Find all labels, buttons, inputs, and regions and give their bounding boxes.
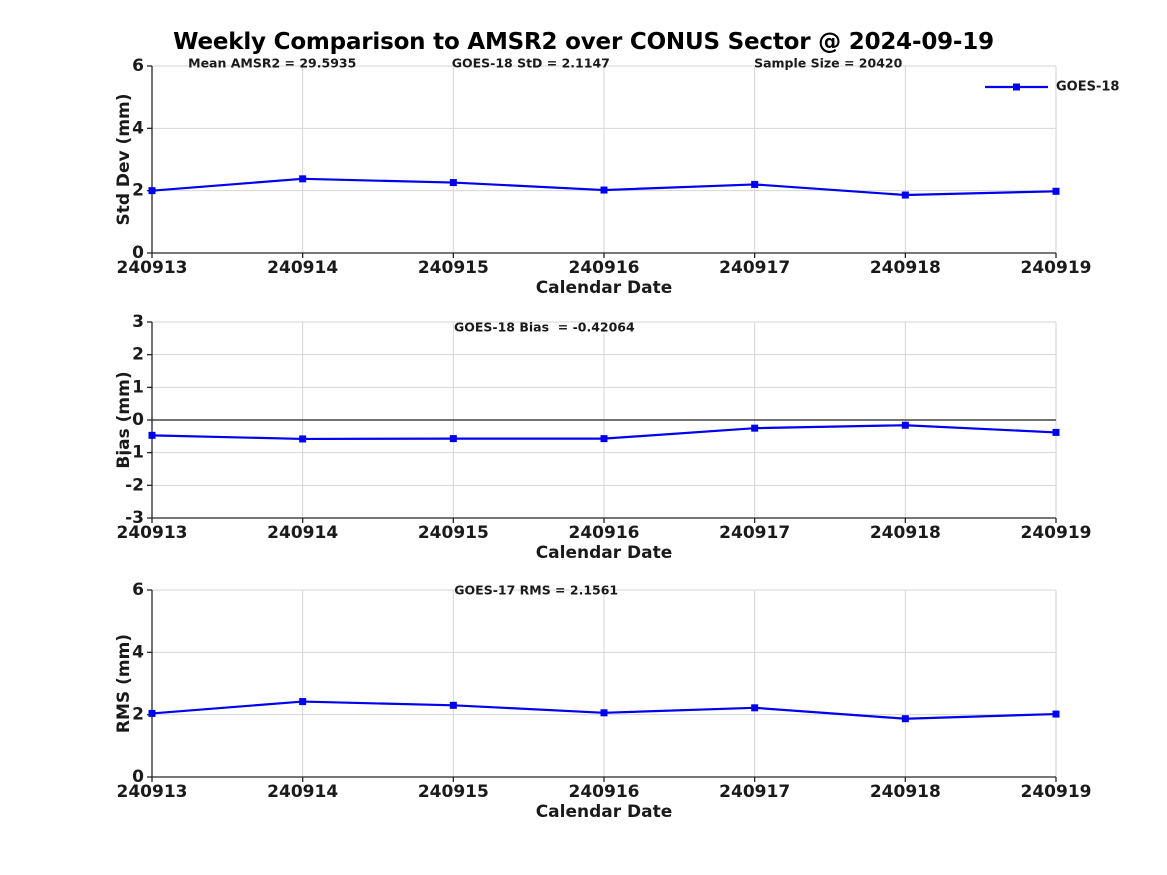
y-tick-label: 1 [132,377,144,397]
y-axis-label: Std Dev (mm) [114,93,134,225]
y-tick-label: 2 [132,345,144,365]
data-point-marker [600,435,608,443]
x-tick-label: 240917 [719,782,790,802]
x-tick-label: 240914 [267,782,338,802]
x-tick-label: 240916 [569,523,640,543]
data-point-marker [449,179,457,187]
data-point-marker [299,175,307,183]
x-tick-label: 240917 [719,523,790,543]
x-tick-label: 240915 [418,258,489,278]
data-point-marker [1052,187,1060,195]
subplot-annotation: GOES-17 RMS = 2.1561 [454,583,618,598]
x-tick-label: 240919 [1021,782,1092,802]
x-axis-label: Calendar Date [536,543,673,563]
x-tick-label: 240913 [117,782,188,802]
x-tick-label: 240917 [719,258,790,278]
data-point-marker [901,191,909,199]
subplot-annotation: GOES-18 Bias = -0.42064 [454,320,635,335]
subplot-annotation: GOES-18 StD = 2.1147 [452,56,610,71]
y-tick-label: 0 [132,767,144,787]
y-tick-label: -2 [125,475,144,495]
x-axis-label: Calendar Date [536,278,673,298]
x-tick-label: 240914 [267,258,338,278]
x-tick-label: 240913 [117,258,188,278]
x-tick-label: 240918 [870,782,941,802]
data-point-marker [751,704,759,712]
data-point-marker [449,701,457,709]
y-tick-label: 6 [132,580,144,600]
y-tick-label: 4 [132,118,144,138]
x-tick-label: 240919 [1021,258,1092,278]
y-tick-label: 4 [132,642,144,662]
legend-label: GOES-18 [1056,80,1119,95]
x-tick-label: 240916 [569,782,640,802]
x-tick-label: 240914 [267,523,338,543]
y-tick-label: 0 [132,410,144,430]
data-point-marker [1052,428,1060,436]
y-tick-label: 6 [132,56,144,76]
data-point-marker [901,715,909,723]
x-tick-label: 240913 [117,523,188,543]
data-point-marker [148,709,156,717]
figure-title: Weekly Comparison to AMSR2 over CONUS Se… [173,29,994,55]
y-tick-label: 2 [132,181,144,201]
y-tick-label: 0 [132,243,144,263]
data-point-marker [751,424,759,432]
legend-marker [1013,83,1020,91]
data-point-marker [600,709,608,717]
data-point-marker [901,421,909,429]
subplot-annotation: Sample Size = 20420 [754,56,903,71]
y-axis-label: Bias (mm) [114,371,134,468]
y-tick-label: -1 [125,443,144,463]
y-tick-label: 3 [132,312,144,332]
y-tick-label: 2 [132,705,144,725]
data-point-marker [148,431,156,439]
data-point-marker [299,698,307,706]
data-point-marker [449,435,457,443]
y-tick-label: -3 [125,508,144,528]
x-tick-label: 240918 [870,258,941,278]
x-tick-label: 240919 [1021,523,1092,543]
x-axis-label: Calendar Date [536,802,673,822]
data-point-marker [299,435,307,443]
data-point-marker [751,180,759,188]
subplot-annotation: Mean AMSR2 = 29.5935 [188,56,356,71]
y-axis-label: RMS (mm) [114,634,134,733]
x-tick-label: 240915 [418,523,489,543]
data-point-marker [148,187,156,195]
x-tick-label: 240916 [569,258,640,278]
data-point-marker [600,186,608,194]
data-point-marker [1052,710,1060,718]
x-tick-label: 240915 [418,782,489,802]
x-tick-label: 240918 [870,523,941,543]
